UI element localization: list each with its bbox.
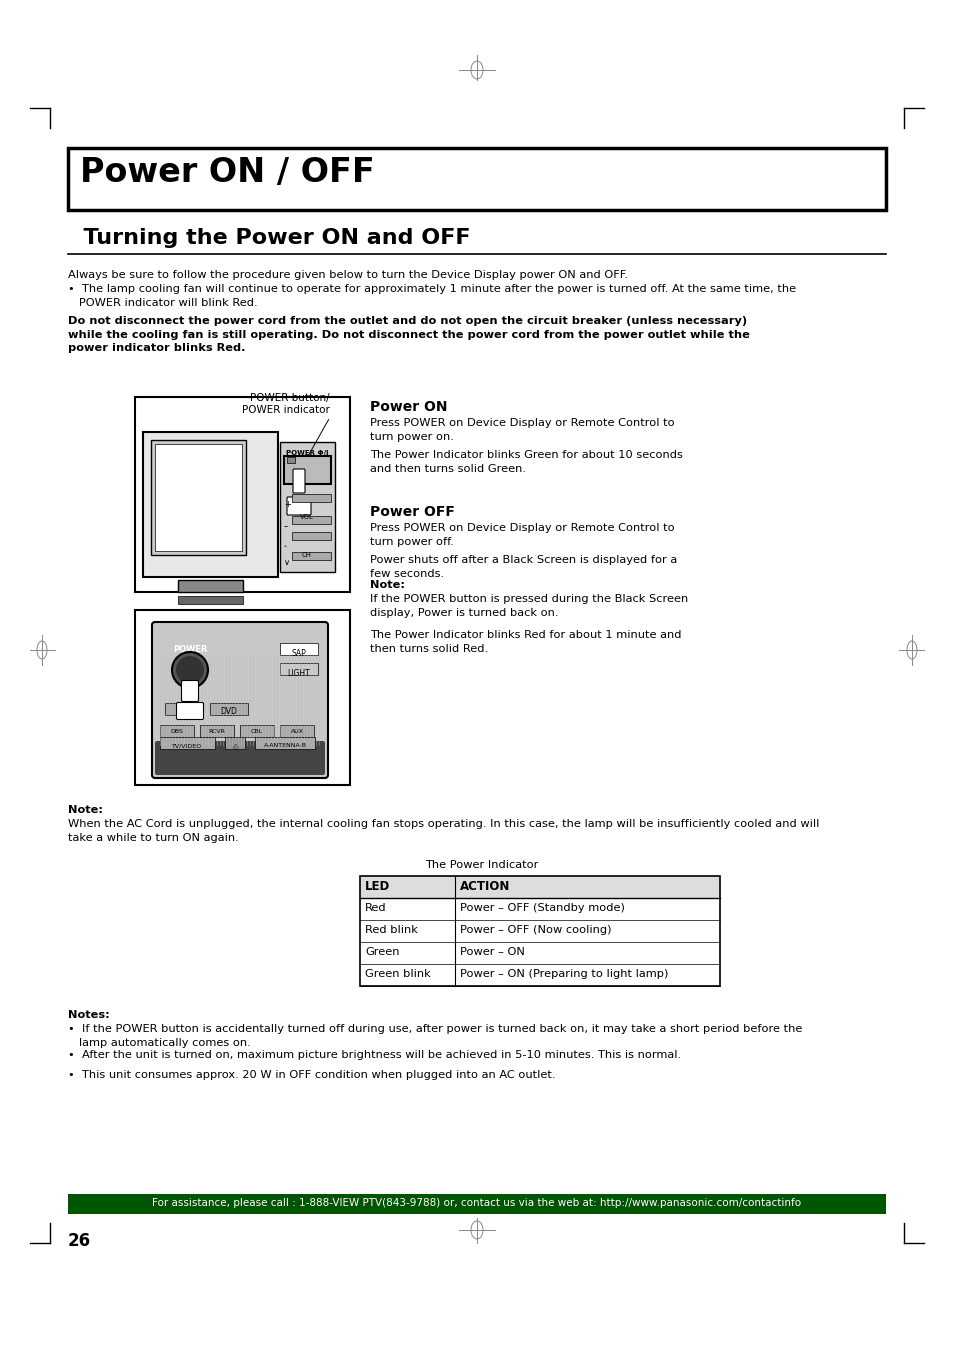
Text: POWER button/
POWER indicator: POWER button/ POWER indicator bbox=[242, 393, 330, 415]
Bar bbox=[178, 580, 243, 592]
Text: POWER: POWER bbox=[172, 644, 208, 654]
Text: DBS: DBS bbox=[171, 730, 183, 734]
Bar bbox=[359, 875, 720, 898]
Bar bbox=[160, 725, 193, 738]
Text: The Power Indicator blinks Red for about 1 minute and
then turns solid Red.: The Power Indicator blinks Red for about… bbox=[370, 630, 680, 654]
Bar bbox=[292, 553, 331, 561]
Bar bbox=[280, 725, 314, 738]
Bar bbox=[151, 440, 246, 555]
Bar bbox=[280, 643, 317, 655]
Bar bbox=[68, 1194, 885, 1215]
Text: VOL: VOL bbox=[300, 513, 314, 520]
Text: Always be sure to follow the procedure given below to turn the Device Display po: Always be sure to follow the procedure g… bbox=[68, 270, 627, 280]
Text: AUX: AUX bbox=[291, 730, 303, 734]
Bar bbox=[292, 494, 331, 503]
Bar bbox=[284, 457, 331, 484]
Text: Power ON: Power ON bbox=[370, 400, 447, 413]
FancyBboxPatch shape bbox=[293, 469, 305, 493]
Text: The Power Indicator: The Power Indicator bbox=[424, 861, 537, 870]
Text: When the AC Cord is unplugged, the internal cooling fan stops operating. In this: When the AC Cord is unplugged, the inter… bbox=[68, 819, 819, 843]
Text: Power OFF: Power OFF bbox=[370, 505, 455, 519]
Text: ‸: ‸ bbox=[284, 538, 287, 547]
Text: The Power Indicator blinks Green for about 10 seconds
and then turns solid Green: The Power Indicator blinks Green for abo… bbox=[370, 450, 682, 474]
Bar bbox=[154, 444, 242, 551]
Text: Red: Red bbox=[365, 902, 386, 913]
Text: Green: Green bbox=[365, 947, 399, 957]
Bar bbox=[143, 432, 277, 577]
FancyBboxPatch shape bbox=[287, 497, 311, 515]
Text: If the POWER button is pressed during the Black Screen
display, Power is turned : If the POWER button is pressed during th… bbox=[370, 594, 687, 617]
Bar bbox=[68, 149, 885, 209]
FancyBboxPatch shape bbox=[152, 621, 328, 778]
Circle shape bbox=[175, 657, 204, 684]
Text: LED: LED bbox=[365, 880, 390, 893]
Text: For assistance, please call : 1-888-VIEW PTV(843-9788) or, contact us via the we: For assistance, please call : 1-888-VIEW… bbox=[152, 1198, 801, 1208]
Text: ∨: ∨ bbox=[284, 558, 290, 567]
Text: +: + bbox=[284, 500, 291, 509]
Text: Turning the Power ON and OFF: Turning the Power ON and OFF bbox=[68, 228, 470, 249]
Text: LIGHT: LIGHT bbox=[287, 669, 310, 678]
Text: Green blink: Green blink bbox=[365, 969, 431, 979]
Text: Do not disconnect the power cord from the outlet and do not open the circuit bre: Do not disconnect the power cord from th… bbox=[68, 316, 749, 353]
Text: CBL: CBL bbox=[251, 730, 263, 734]
Text: POWER Φ/I: POWER Φ/I bbox=[286, 450, 328, 457]
Text: Press POWER on Device Display or Remote Control to
turn power on.: Press POWER on Device Display or Remote … bbox=[370, 417, 674, 442]
Bar bbox=[240, 725, 274, 738]
Text: •  If the POWER button is accidentally turned off during use, after power is tur: • If the POWER button is accidentally tu… bbox=[68, 1024, 801, 1048]
Circle shape bbox=[172, 653, 208, 688]
Bar bbox=[254, 738, 314, 748]
Bar bbox=[165, 703, 203, 715]
Bar bbox=[135, 611, 350, 785]
Text: Press POWER on Device Display or Remote Control to
turn power off.: Press POWER on Device Display or Remote … bbox=[370, 523, 674, 547]
Text: •  The lamp cooling fan will continue to operate for approximately 1 minute afte: • The lamp cooling fan will continue to … bbox=[68, 284, 796, 308]
Text: A·ANTENNA·B: A·ANTENNA·B bbox=[263, 743, 306, 748]
Text: –: – bbox=[284, 521, 288, 531]
Text: •  This unit consumes approx. 20 W in OFF condition when plugged into an AC outl: • This unit consumes approx. 20 W in OFF… bbox=[68, 1070, 555, 1079]
Text: ♧: ♧ bbox=[231, 743, 238, 753]
Bar bbox=[178, 596, 243, 604]
Text: Note:: Note: bbox=[68, 805, 103, 815]
Bar bbox=[135, 397, 350, 592]
Text: •  After the unit is turned on, maximum picture brightness will be achieved in 5: • After the unit is turned on, maximum p… bbox=[68, 1050, 680, 1061]
Text: VCR: VCR bbox=[176, 707, 192, 716]
Bar bbox=[210, 703, 248, 715]
Text: Power shuts off after a Black Screen is displayed for a
few seconds.: Power shuts off after a Black Screen is … bbox=[370, 555, 677, 580]
Text: Power – ON (Preparing to light lamp): Power – ON (Preparing to light lamp) bbox=[459, 969, 668, 979]
Text: Power – ON: Power – ON bbox=[459, 947, 524, 957]
FancyBboxPatch shape bbox=[181, 681, 198, 701]
Bar bbox=[160, 738, 214, 748]
Text: SAP: SAP bbox=[292, 648, 306, 658]
FancyBboxPatch shape bbox=[154, 740, 325, 775]
Bar bbox=[292, 532, 331, 540]
Bar bbox=[280, 442, 335, 571]
Text: RCVR: RCVR bbox=[209, 730, 225, 734]
Text: Notes:: Notes: bbox=[68, 1011, 110, 1020]
Bar bbox=[280, 663, 317, 676]
Text: Note:: Note: bbox=[370, 580, 405, 590]
Text: CH: CH bbox=[302, 553, 312, 558]
Bar bbox=[292, 516, 331, 524]
Text: Power – OFF (Now cooling): Power – OFF (Now cooling) bbox=[459, 925, 611, 935]
Text: Red blink: Red blink bbox=[365, 925, 417, 935]
FancyBboxPatch shape bbox=[176, 703, 203, 720]
Bar bbox=[200, 725, 233, 738]
Bar bbox=[225, 738, 245, 748]
Text: 26: 26 bbox=[68, 1232, 91, 1250]
Bar bbox=[359, 875, 720, 986]
Text: DVD: DVD bbox=[220, 707, 237, 716]
Text: Power ON / OFF: Power ON / OFF bbox=[80, 155, 375, 189]
Text: Power – OFF (Standby mode): Power – OFF (Standby mode) bbox=[459, 902, 624, 913]
Text: TV/VIDEO: TV/VIDEO bbox=[172, 743, 202, 748]
Text: ACTION: ACTION bbox=[459, 880, 510, 893]
Bar bbox=[287, 457, 294, 463]
